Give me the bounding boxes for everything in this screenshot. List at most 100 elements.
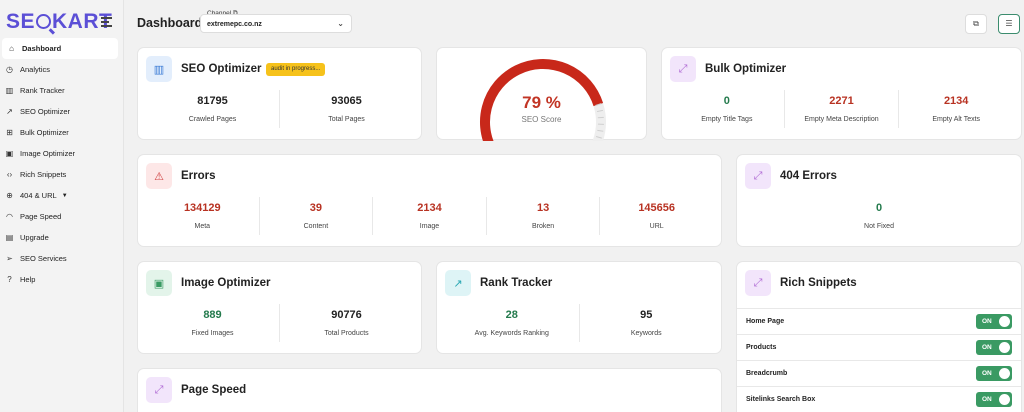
stat-label: Meta (194, 223, 211, 230)
stat-broken: 13 Broken (487, 197, 601, 235)
stat-label: Crawled Pages (188, 116, 237, 123)
sidebar-item-analytics[interactable]: ◷ Analytics (0, 59, 119, 80)
menu-icon: ☰ (1005, 19, 1013, 28)
products-toggle[interactable]: ON (976, 340, 1012, 355)
chevron-down-icon: ⌄ (337, 19, 344, 28)
stat-value: 90776 (331, 309, 362, 321)
stat-content: 39 Content (260, 197, 374, 235)
stat-value: 2271 (829, 95, 854, 107)
stats-row: 28 Avg. Keywords Ranking 95 Keywords (445, 304, 713, 342)
open-external-button[interactable]: ⧉ (965, 14, 987, 34)
stat-value: 39 (309, 202, 323, 214)
rich-snippet-label: Sitelinks Search Box (746, 396, 816, 403)
seo-optimizer-card[interactable]: ▥ SEO Optimizer audit in progress... 817… (137, 47, 422, 140)
stat-value: 2134 (943, 95, 969, 107)
clipboard-icon: ▤ (5, 233, 14, 242)
sitelinks-search-box-toggle[interactable]: ON (976, 392, 1012, 407)
stat-meta: 134129 Meta (146, 197, 260, 235)
gauge-tick (597, 129, 604, 132)
sidebar-item-rich-snippets[interactable]: ‹› Rich Snippets (0, 164, 119, 185)
sidebar-item-label: Upgrade (20, 233, 49, 242)
channel-label: Channel ⧉ (207, 10, 238, 18)
sidebar-item-label: Dashboard (22, 44, 62, 53)
sidebar-item-seo-optimizer[interactable]: ↗ SEO Optimizer (0, 101, 119, 122)
stat-value: 0 (723, 95, 730, 107)
image-icon: ▣ (5, 149, 14, 158)
rich-snippet-label: Products (746, 344, 777, 351)
image-icon: ▣ (146, 270, 172, 296)
rich-snippets-card[interactable]: ⤢ Rich Snippets Home Page ON Products ON… (736, 261, 1022, 412)
card-title: Bulk Optimizer (705, 63, 787, 75)
warning-icon: ⚠ (146, 163, 172, 189)
trend-icon: ↗ (445, 270, 471, 296)
menu-button[interactable]: ☰ (998, 14, 1020, 34)
rich-snippet-row-breadcrumb: Breadcrumb ON (737, 360, 1021, 386)
stats-row: 889 Fixed Images 90776 Total Products (146, 304, 413, 342)
stat-value: 81795 (197, 95, 228, 107)
sidebar-item-bulk-optimizer[interactable]: ⊞ Bulk Optimizer (0, 122, 119, 143)
send-icon: ➢ (6, 254, 13, 263)
sidebar-item-label: SEO Optimizer (20, 107, 71, 116)
sidebar-item-upgrade[interactable]: ▤ Upgrade (0, 227, 119, 248)
sidebar-item-label: Analytics (20, 65, 51, 74)
stat-label: Keywords (630, 330, 662, 337)
globe-icon: ⊕ (6, 191, 13, 200)
errors-card[interactable]: ⚠ Errors 134129 Meta 39 Content 2134 Image … (137, 154, 722, 247)
404-errors-card[interactable]: ⤢ 404 Errors 0 Not Fixed (736, 154, 1022, 247)
seo-score-card[interactable]: 79 % SEO Score (436, 47, 647, 141)
sidebar-item-404-url[interactable]: ⊕ 404 & URL ▼ (0, 185, 119, 206)
stat-total-pages: 93065 Total Pages (280, 90, 413, 128)
home-page-toggle[interactable]: ON (976, 314, 1012, 329)
seo-score-value: 79 % (522, 93, 561, 112)
compress-icon: ⤢ (146, 377, 172, 403)
sidebar-toggle-icon[interactable] (101, 17, 112, 27)
gauge-fill (480, 59, 604, 141)
help-icon: ? (7, 275, 12, 284)
stats-row: 0 Empty Title Tags 2271 Empty Meta Descrip… (670, 90, 1013, 128)
card-title: Rich Snippets (780, 277, 857, 289)
stat-not-fixed: 0 Not Fixed (745, 197, 1013, 235)
app-logo[interactable]: SE KART (6, 10, 113, 33)
channel-value: extremepc.co.nz (207, 21, 262, 28)
toggle-state: ON (982, 396, 992, 403)
grid-icon: ⊞ (6, 128, 13, 137)
rank-tracker-card[interactable]: ↗ Rank Tracker 28 Avg. Keywords Ranking 9… (436, 261, 722, 354)
trend-icon: ↗ (6, 107, 13, 116)
sidebar-item-image-optimizer[interactable]: ▣ Image Optimizer (0, 143, 119, 164)
compress-icon: ⤢ (745, 270, 771, 296)
image-optimizer-card[interactable]: ▣ Image Optimizer 889 Fixed Images 90776 T… (137, 261, 422, 354)
sidebar-item-label: Help (20, 275, 36, 284)
stat-label: Total Pages (328, 116, 365, 123)
seo-score-label: SEO Score (521, 115, 562, 124)
stats-row: 81795 Crawled Pages 93065 Total Pages (146, 90, 413, 128)
logo-magnifier-icon (36, 14, 52, 29)
gauge-tick (596, 109, 603, 113)
stat-label: Broken (531, 223, 555, 230)
sidebar-item-page-speed[interactable]: ◠ Page Speed (0, 206, 119, 227)
gauge-ticks (595, 103, 604, 139)
bar-chart-icon: ▥ (5, 86, 14, 95)
compress-icon: ⤢ (670, 56, 696, 82)
card-title: Rank Tracker (480, 277, 553, 289)
toggle-knob (999, 342, 1010, 353)
clock-icon: ◷ (6, 65, 13, 74)
stats-row: 0 Not Fixed (745, 197, 1013, 235)
gauge-tick (595, 136, 602, 139)
channel-select[interactable]: extremepc.co.nz ⌄ (200, 14, 352, 33)
sidebar-item-rank-tracker[interactable]: ▥ Rank Tracker (0, 80, 119, 101)
sidebar-item-label: Image Optimizer (20, 149, 76, 158)
sidebar-nav: ⌂ Dashboard ◷ Analytics ▥ Rank Tracker ↗ SEO… (0, 38, 124, 290)
breadcrumb-toggle[interactable]: ON (976, 366, 1012, 381)
sidebar-item-seo-services[interactable]: ➢ SEO Services (0, 248, 119, 269)
sidebar-item-dashboard[interactable]: ⌂ Dashboard (2, 38, 118, 59)
bulk-optimizer-card[interactable]: ⤢ Bulk Optimizer 0 Empty Title Tags 2271 E… (661, 47, 1022, 140)
rich-snippet-label: Breadcrumb (746, 370, 788, 377)
page-speed-card[interactable]: ⤢ Page Speed (137, 368, 722, 412)
stat-label: Image (419, 223, 440, 230)
sidebar-item-help[interactable]: ? Help (0, 269, 119, 290)
rich-snippet-row-sitelinks-search-box: Sitelinks Search Box ON (737, 386, 1021, 412)
stat-image: 2134 Image (373, 197, 487, 235)
stat-label: Fixed Images (191, 330, 234, 337)
stat-value: 134129 (183, 202, 221, 214)
seo-score-gauge (480, 59, 606, 141)
